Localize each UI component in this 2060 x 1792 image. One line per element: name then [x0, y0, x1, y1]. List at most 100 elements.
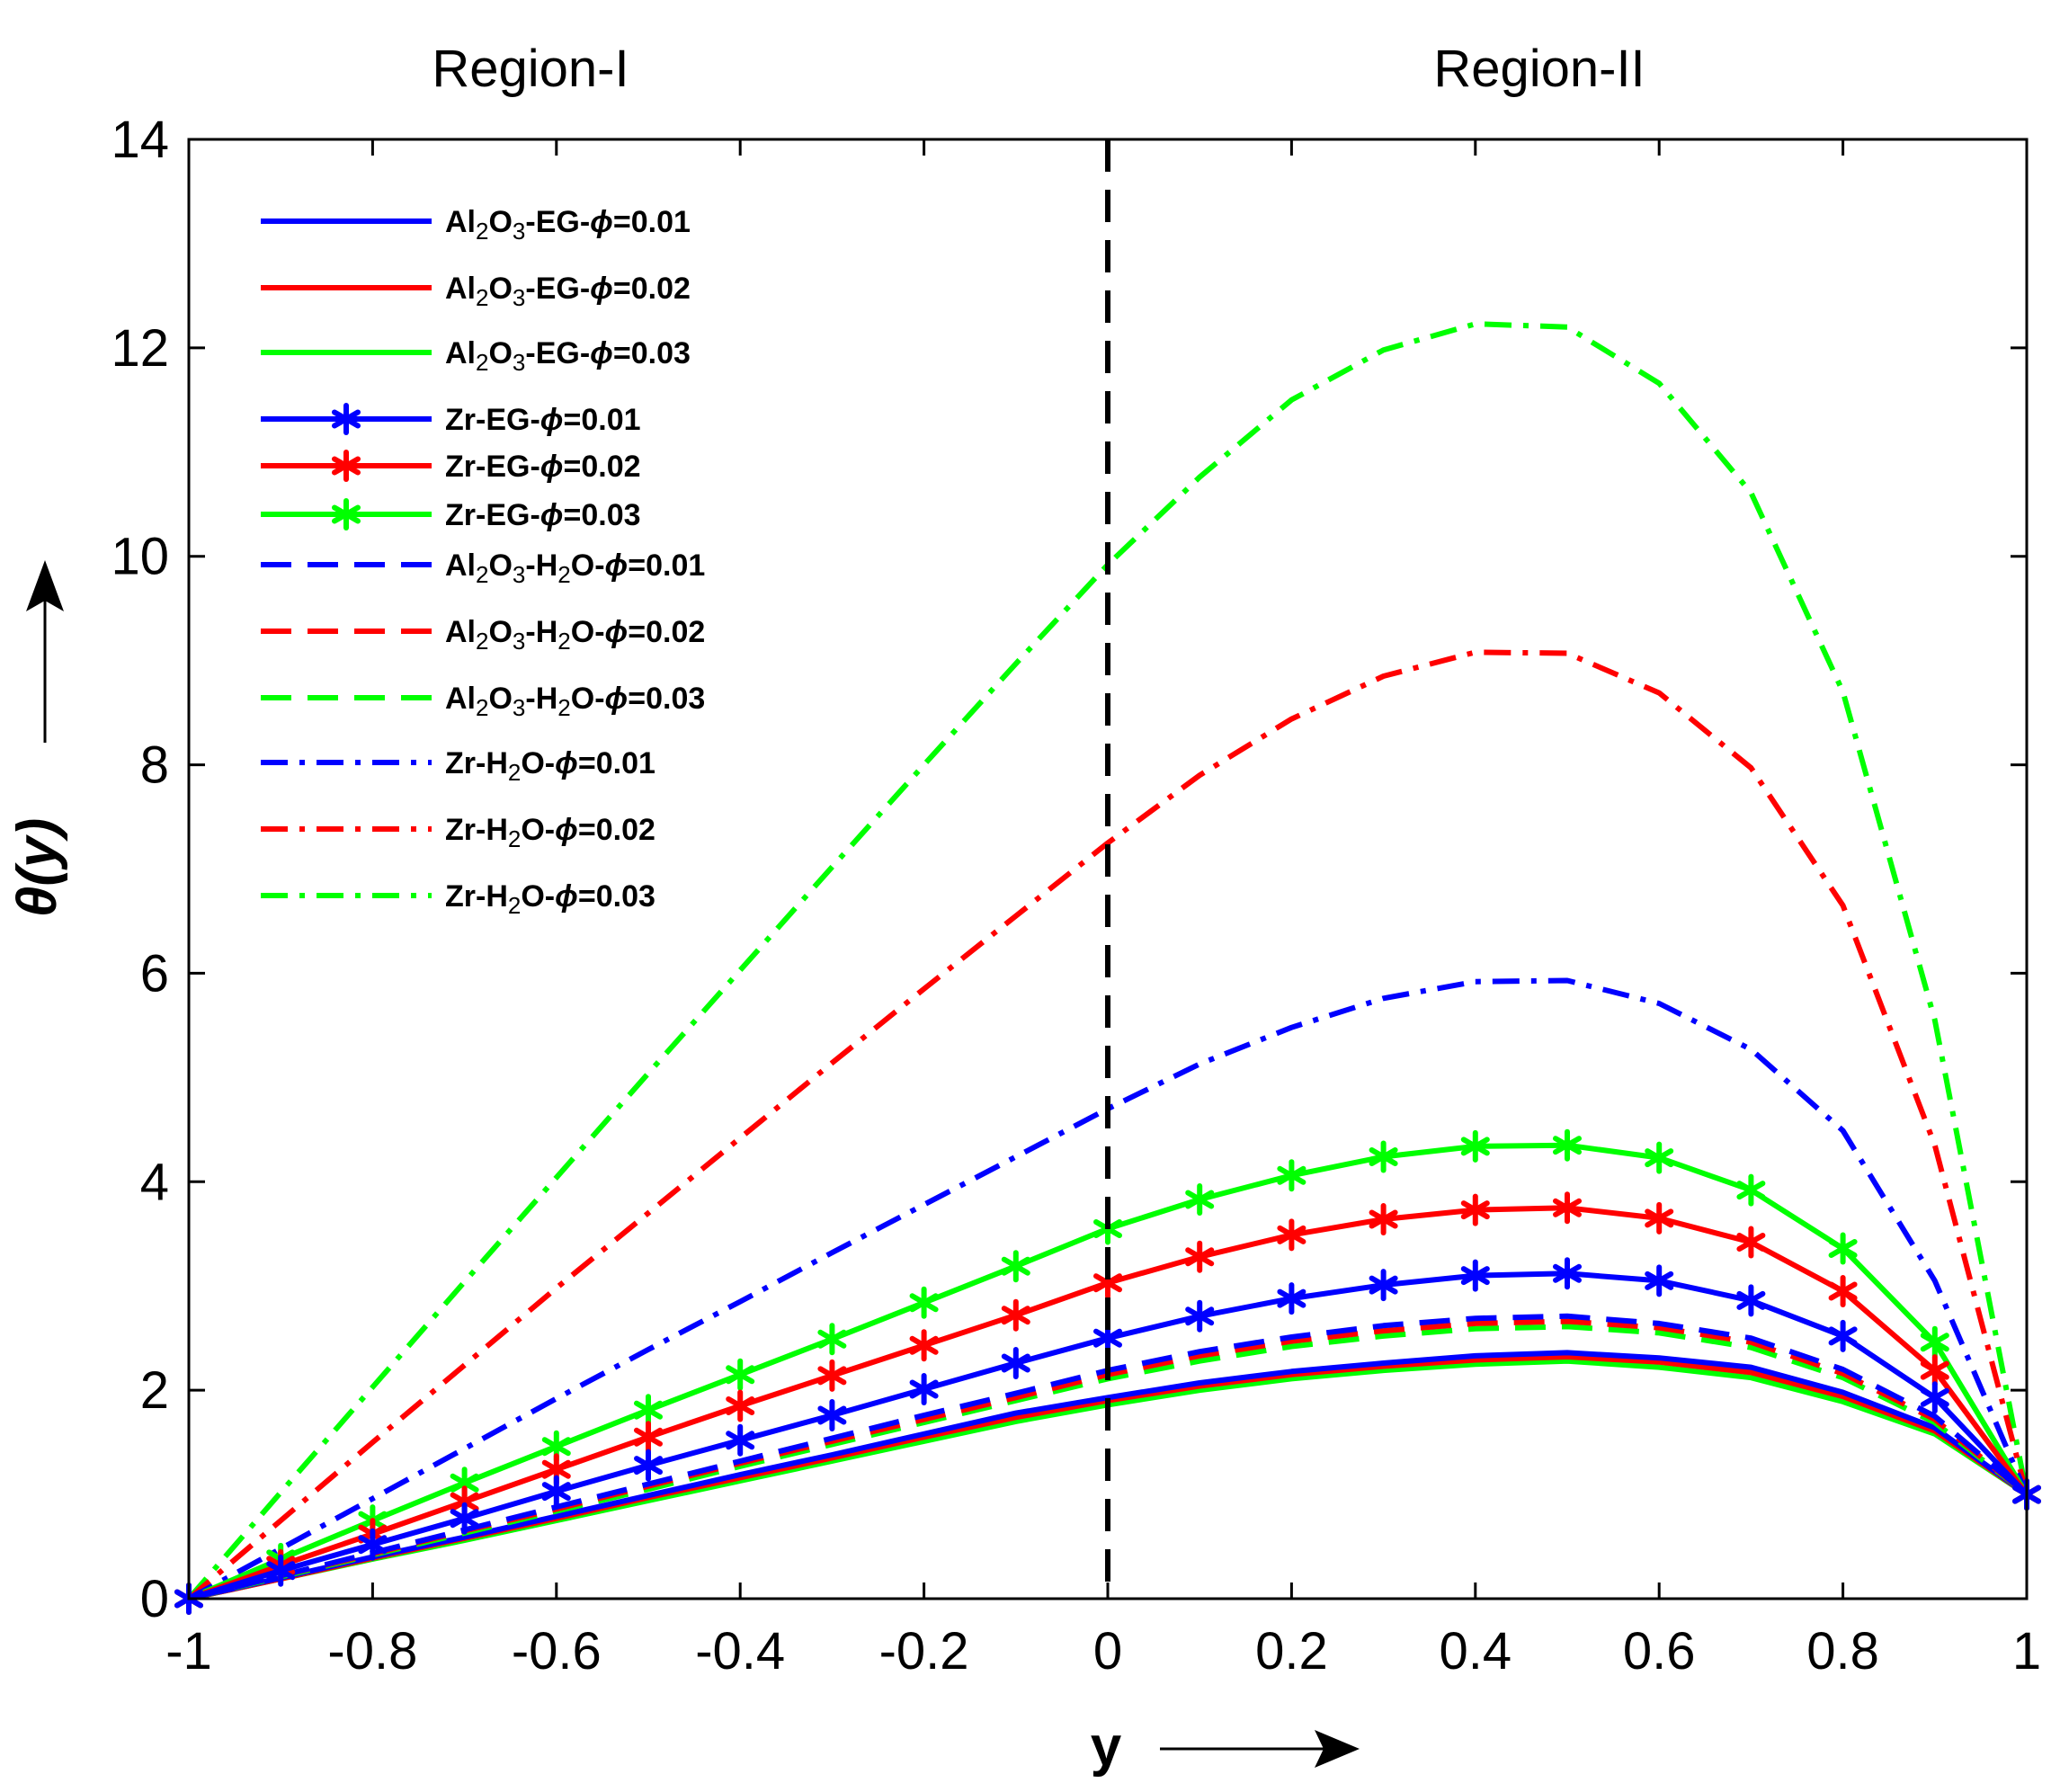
series-zr-eg-0-02-marker-stroke — [1093, 1273, 1122, 1293]
x-tick-label: -1 — [165, 1622, 212, 1681]
legend-label: Zr-H2O-ϕ=0.01 — [445, 746, 655, 786]
legend-label-part: -H — [525, 682, 557, 716]
legend-item: Al2O3-EG-ϕ=0.01 — [261, 205, 691, 245]
series-zr-eg-0-03-marker-stroke — [1460, 1137, 1490, 1156]
series-zr-eg-0-03-marker-stroke — [1001, 1256, 1030, 1276]
series-zr-eg-0-01-marker-stroke — [1001, 1353, 1030, 1373]
legend-label-part: ϕ — [590, 272, 613, 306]
legend-label: Al2O3-EG-ϕ=0.02 — [445, 272, 691, 311]
legend-label-part: O — [488, 336, 512, 370]
series-zr-eg-0-02-marker-stroke — [1460, 1200, 1490, 1220]
legend-label-part: O — [488, 682, 512, 716]
series-zr-eg-0-03-marker-stroke — [1736, 1181, 1766, 1200]
series-zr-eg-0-02-marker — [1001, 1298, 1030, 1332]
series-zr-eg-0-01-marker-stroke — [1277, 1288, 1306, 1308]
series-zr-eg-0-03-marker-stroke — [1828, 1239, 1858, 1258]
series-zr-h2o-0-01-line — [187, 977, 2029, 1601]
legend-item: Al2O3-EG-ϕ=0.03 — [261, 336, 691, 376]
series-zr-eg-0-02-marker — [1369, 1203, 1398, 1235]
series-zr-eg-0-01-marker-stroke — [1828, 1326, 1858, 1346]
legend-label-part: 3 — [513, 349, 525, 376]
x-tick-label: -0.2 — [879, 1622, 969, 1681]
legend-marker-stroke — [332, 456, 361, 476]
series-zr-eg-0-02-marker-stroke — [909, 1335, 939, 1355]
legend-label-part: 2 — [476, 628, 488, 655]
legend-item: Zr-H2O-ϕ=0.02 — [261, 813, 655, 852]
legend-label: Zr-H2O-ϕ=0.03 — [445, 879, 655, 919]
legend-label-part: 3 — [513, 628, 525, 655]
series-zr-eg-0-03-marker-stroke — [726, 1365, 755, 1385]
series-zr-eg-0-03-marker-stroke — [1645, 1148, 1674, 1168]
legend-label: Al2O3-EG-ϕ=0.03 — [445, 336, 691, 376]
legend-label-part: 2 — [508, 825, 521, 852]
series-zr-eg-0-02-marker-stroke — [1001, 1306, 1030, 1325]
legend-label-part: 2 — [476, 349, 488, 376]
series-zr-eg-0-03-marker — [1736, 1173, 1766, 1207]
series-zr-eg-0-01-marker — [1736, 1284, 1766, 1317]
series-zr-eg-0-01-marker — [909, 1373, 939, 1405]
series-zr-eg-0-01-marker-stroke — [1645, 1270, 1674, 1290]
legend: Al2O3-EG-ϕ=0.01Al2O3-EG-ϕ=0.02Al2O3-EG-ϕ… — [261, 205, 705, 919]
legend-label-part: Al — [445, 682, 476, 716]
series-zr-eg-0-01-marker-stroke — [1093, 1328, 1122, 1348]
series-zr-eg-0-03-marker — [1645, 1141, 1674, 1174]
legend-item: Al2O3-H2O-ϕ=0.02 — [261, 615, 705, 655]
series-zr-eg-0-03-marker — [634, 1394, 663, 1427]
legend-marker-stroke — [332, 409, 361, 429]
legend-label-part: Zr-EG- — [445, 498, 540, 532]
legend-label: Al2O3-EG-ϕ=0.01 — [445, 205, 691, 245]
x-tick-label: 0.8 — [1806, 1622, 1879, 1681]
legend-label-part: O- — [571, 682, 605, 716]
legend-label-part: O- — [571, 548, 605, 583]
series-zr-eg-0-02-marker-stroke — [1920, 1360, 1949, 1380]
series-zr-eg-0-01-marker-stroke — [1920, 1387, 1949, 1407]
legend-label-part: =0.03 — [613, 336, 691, 370]
legend-label-part: 2 — [508, 892, 521, 919]
series-zr-eg-0-03-marker-stroke — [450, 1473, 479, 1493]
series-zr-eg-0-01-marker — [266, 1554, 296, 1587]
series-zr-eg-0-01-marker-stroke — [1553, 1263, 1582, 1283]
series-zr-eg-0-02-marker — [1185, 1240, 1215, 1273]
series-zr-eg-0-01-marker — [1920, 1381, 1949, 1414]
legend-label-part: 2 — [476, 694, 488, 721]
series-zr-eg-0-01-marker — [1277, 1282, 1306, 1315]
series-zr-eg-0-01-marker — [1460, 1259, 1490, 1292]
y-tick-label: 6 — [140, 944, 169, 1003]
series-zr-eg-0-01-marker-stroke — [266, 1561, 296, 1581]
series-zr-eg-0-01-marker-stroke — [817, 1405, 847, 1425]
series-zr-eg-0-03-marker-stroke — [1277, 1165, 1306, 1185]
series-zr-eg-0-03-marker — [817, 1323, 847, 1356]
y-axis-title: θ(y) — [6, 818, 68, 917]
legend-label-part: O- — [571, 615, 605, 649]
legend-label-part: O- — [521, 813, 555, 847]
legend-label-part: ϕ — [555, 746, 578, 780]
series-zr-eg-0-01-marker — [450, 1502, 479, 1535]
series-zr-eg-0-03-marker-stroke — [817, 1329, 847, 1349]
series-zr-eg-0-02-marker-stroke — [1369, 1209, 1398, 1229]
y-axis-arrow-icon — [26, 560, 64, 611]
y-tick-label: 10 — [111, 528, 169, 586]
legend-label-part: ϕ — [540, 450, 564, 484]
legend-label-part: ϕ — [605, 615, 629, 649]
legend-label-part: -EG- — [525, 205, 590, 239]
series-zr-h2o-0-02-line — [187, 649, 2029, 1601]
y-tick-label: 8 — [140, 736, 169, 795]
legend-label-part: O — [488, 615, 512, 649]
x-axis-arrow-icon — [1315, 1730, 1360, 1768]
series-zr-eg-0-02-marker-stroke — [450, 1492, 479, 1511]
series-zr-eg-0-03-marker — [1553, 1128, 1582, 1162]
y-tick-label: 4 — [140, 1153, 169, 1211]
series-zr-eg-0-01-marker — [726, 1423, 755, 1457]
series-zr-eg-0-01-marker — [1645, 1264, 1674, 1297]
series-zr-eg-0-03-marker-stroke — [634, 1400, 663, 1420]
legend-label-part: ϕ — [605, 682, 629, 716]
legend-label-part: =0.02 — [613, 272, 691, 306]
series-zr-eg-0-02-marker-stroke — [817, 1366, 847, 1386]
legend-label: Zr-EG-ϕ=0.02 — [445, 450, 641, 484]
legend-label-part: 3 — [513, 218, 525, 245]
legend-marker — [332, 498, 361, 530]
series-zr-eg-0-03-marker-stroke — [1553, 1136, 1582, 1155]
series-zr-eg-0-02-marker-stroke — [1828, 1281, 1858, 1301]
series-zr-eg-0-03-marker — [1001, 1250, 1030, 1283]
legend-label-part: Al — [445, 548, 476, 583]
